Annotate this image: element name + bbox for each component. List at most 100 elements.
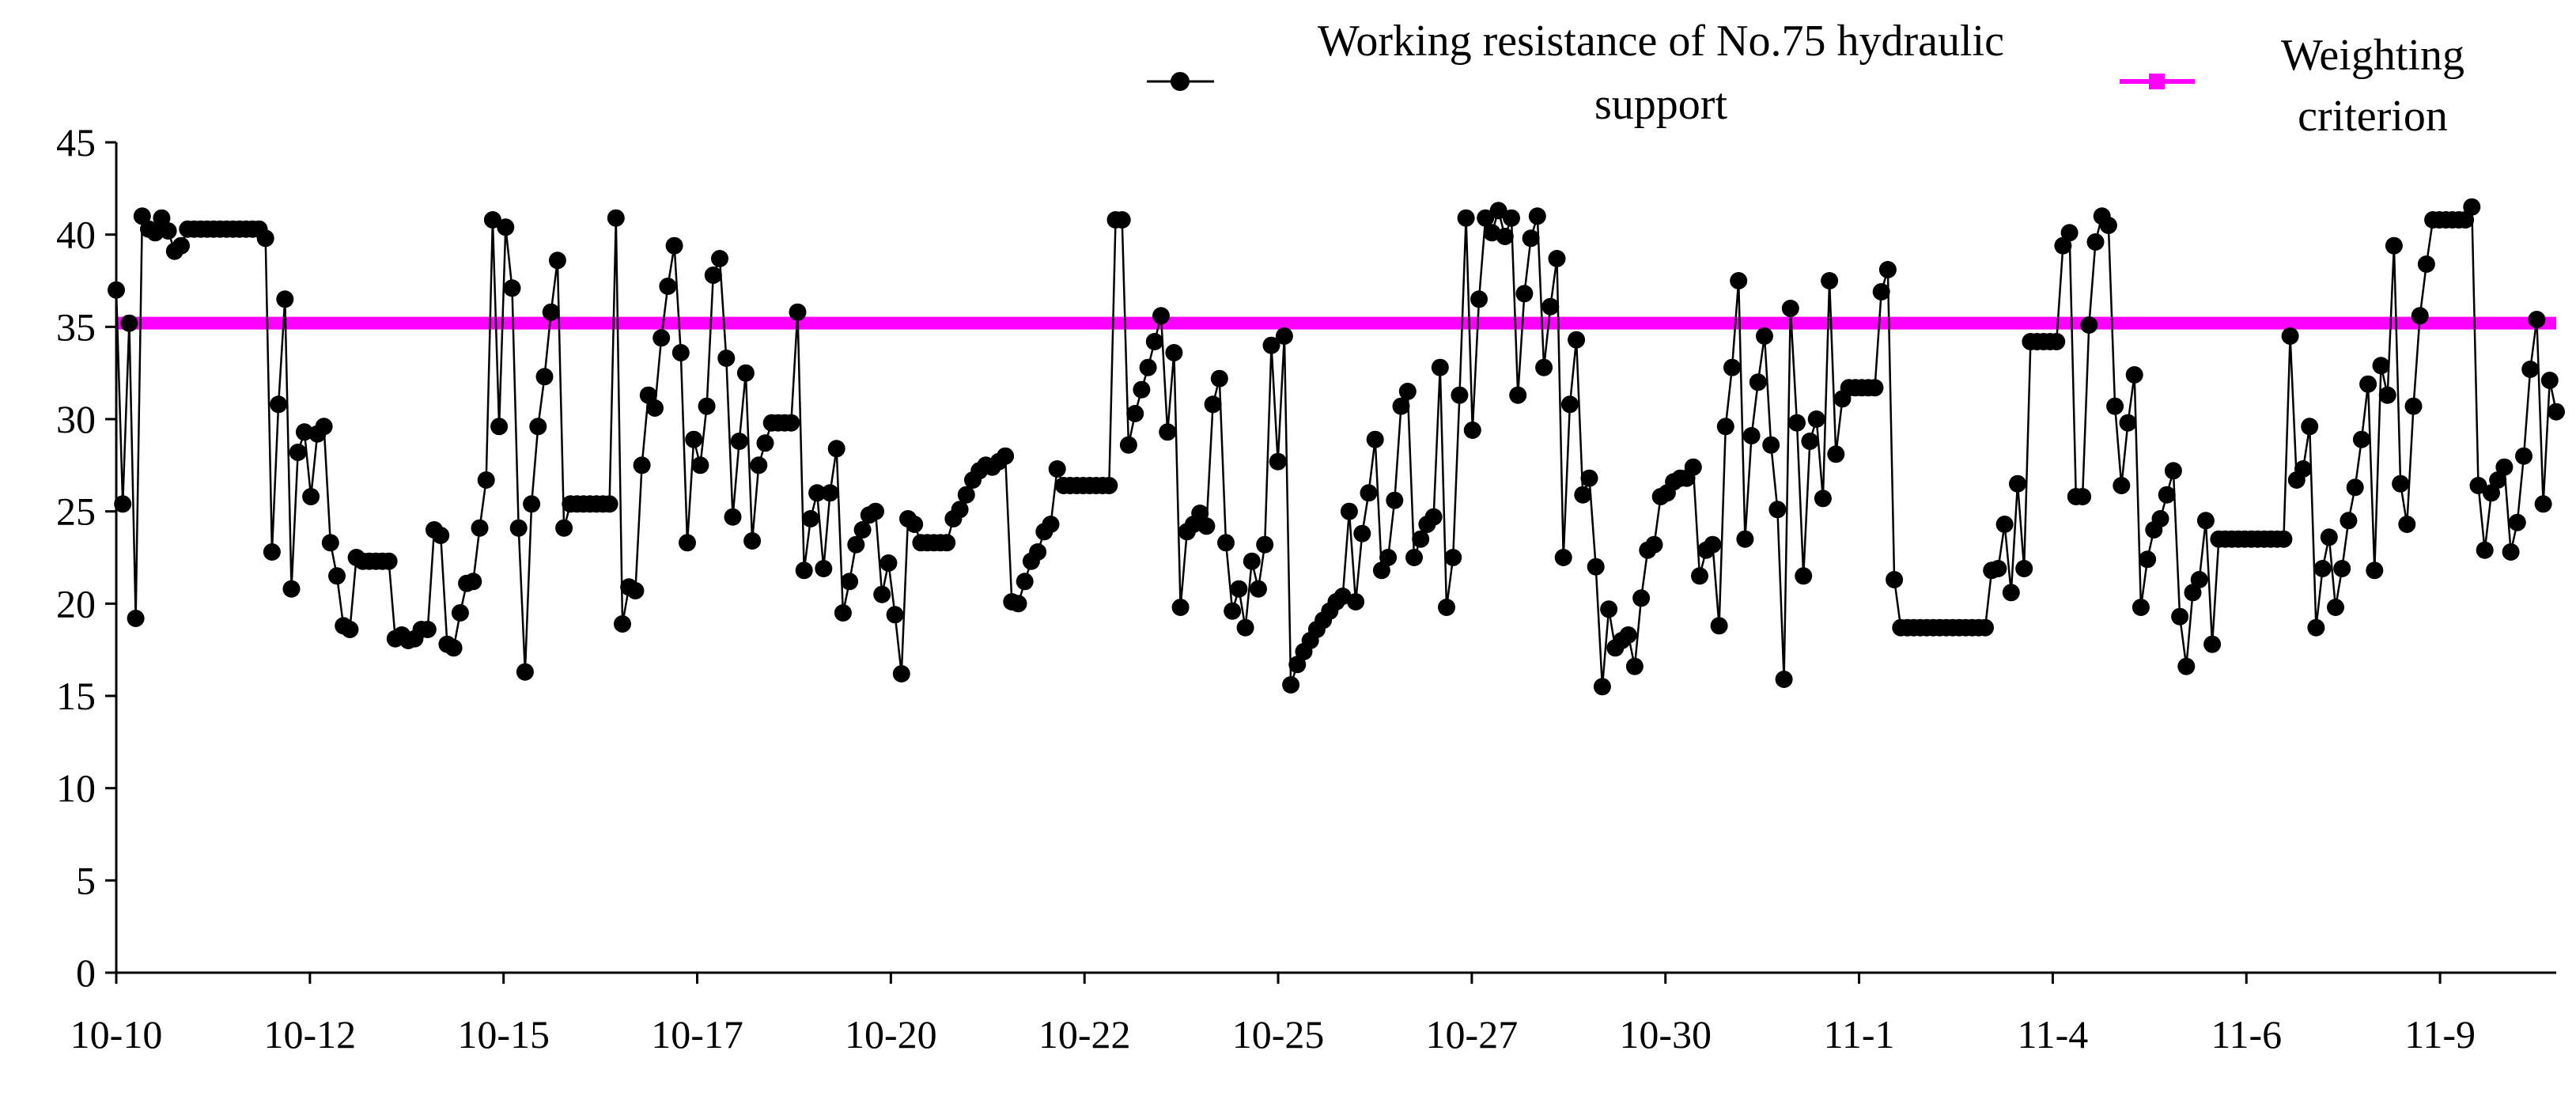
data-point (1230, 580, 1248, 598)
data-point (2333, 560, 2351, 577)
data-point (1250, 580, 1267, 598)
data-point (1457, 209, 1475, 227)
data-point (892, 665, 910, 682)
data-point (2398, 516, 2416, 533)
x-tick-label: 10-30 (1619, 1012, 1712, 1057)
data-point (1113, 211, 1131, 229)
data-point (1379, 549, 1398, 566)
data-point (2372, 357, 2390, 375)
data-point (1756, 327, 1773, 345)
data-point (801, 510, 819, 527)
data-point (717, 350, 736, 367)
data-point (1976, 618, 1994, 637)
data-point (2060, 224, 2079, 242)
data-point (2534, 495, 2552, 513)
data-point (2548, 403, 2565, 421)
data-point (451, 604, 469, 622)
data-point (133, 207, 151, 225)
legend-label-resistance-line2: support (1594, 80, 1727, 129)
data-point (2281, 327, 2299, 345)
data-point (879, 554, 898, 572)
data-point (1742, 427, 1761, 444)
data-point (736, 364, 755, 382)
data-point (1710, 617, 1728, 635)
data-point (315, 418, 333, 436)
data-point (1210, 369, 1228, 387)
data-point (2099, 217, 2117, 234)
data-point (2417, 255, 2435, 273)
data-point (2340, 512, 2358, 530)
data-point (691, 456, 709, 474)
data-point (2392, 474, 2410, 493)
data-point (607, 209, 625, 227)
data-point (1878, 261, 1897, 278)
data-point (2196, 512, 2215, 530)
data-point (172, 236, 190, 255)
legend: Working resistance of No.75 hydraulic su… (1147, 17, 2464, 141)
data-point (2359, 375, 2377, 393)
data-point (957, 486, 975, 504)
data-point (2113, 477, 2131, 494)
data-point (542, 303, 560, 321)
data-point (477, 471, 495, 489)
data-point (1119, 436, 1137, 454)
data-point (2320, 528, 2338, 546)
data-point (509, 519, 528, 537)
data-point (321, 534, 339, 552)
data-point (1632, 589, 1651, 607)
data-point (938, 534, 956, 552)
data-point (2313, 560, 2332, 577)
data-point (444, 639, 463, 657)
x-tick-label: 10-15 (457, 1012, 550, 1057)
data-point (1470, 290, 1488, 308)
data-point (1716, 418, 1734, 436)
plot-area (108, 198, 2565, 696)
data-point (886, 606, 904, 624)
data-point (1515, 285, 1534, 303)
data-point (2125, 366, 2143, 384)
data-point (1438, 599, 1455, 616)
data-point (1496, 228, 1514, 245)
data-point (1568, 331, 1586, 349)
data-point (1288, 656, 1307, 674)
x-tick-label: 10-17 (651, 1012, 743, 1057)
data-point (743, 532, 762, 550)
x-tick-label: 11-1 (1824, 1012, 1895, 1057)
data-point (153, 209, 171, 227)
y-tick-label: 30 (56, 397, 96, 441)
data-point (2502, 543, 2520, 561)
data-point (1619, 626, 1637, 644)
data-point (1801, 433, 1819, 450)
data-point (328, 567, 346, 585)
data-point (2203, 635, 2222, 653)
data-point (341, 621, 359, 638)
data-point (1009, 595, 1027, 613)
data-point (1587, 558, 1605, 576)
data-point (2495, 458, 2514, 476)
data-point (2521, 361, 2540, 378)
data-point (1366, 430, 1384, 448)
data-point (2463, 198, 2481, 216)
legend-marker-criterion (2149, 74, 2165, 89)
data-point (614, 615, 631, 633)
data-point (108, 281, 125, 299)
data-point (497, 218, 515, 236)
data-point (1989, 560, 2007, 577)
data-point (698, 397, 716, 415)
data-point (1269, 452, 1287, 471)
data-point (2457, 211, 2475, 229)
data-point (1126, 405, 1144, 422)
data-point (1165, 344, 1183, 361)
data-point (555, 519, 573, 537)
data-point (490, 418, 509, 436)
data-point (1535, 358, 1553, 376)
data-point (1684, 458, 1702, 476)
data-point (1795, 567, 1813, 585)
data-point (808, 484, 827, 502)
data-point (1509, 386, 1527, 404)
data-point (2411, 307, 2429, 325)
y-tick-label: 0 (76, 951, 96, 995)
data-point (1503, 209, 1520, 227)
data-point (711, 250, 728, 267)
